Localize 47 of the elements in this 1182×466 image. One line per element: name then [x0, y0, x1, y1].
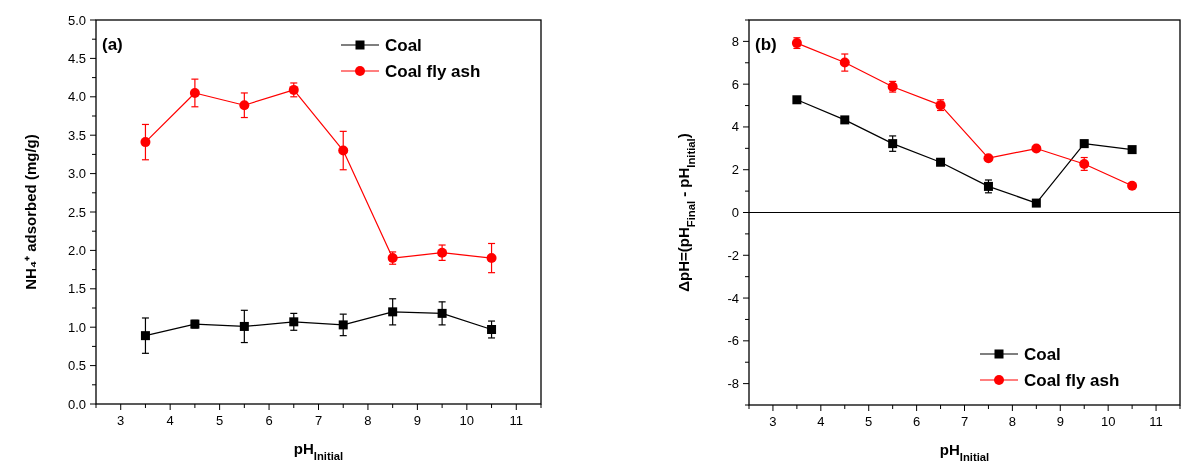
y-tick-label: 3.0 — [67, 166, 86, 182]
y-tick-label: 8 — [731, 33, 739, 49]
legend-label: Coal — [1024, 344, 1061, 364]
x-axis-title: pH$_{Initial}$ — [293, 440, 344, 462]
x-tick-label: 10 — [459, 413, 475, 428]
x-tick-label: 9 — [1056, 414, 1064, 429]
y-tick-label: 4 — [731, 119, 739, 135]
x-tick-label: 3 — [117, 413, 125, 428]
y-tick-label: 1.0 — [67, 319, 86, 335]
legend-label: Coal fly ash — [1024, 370, 1120, 390]
y-tick-label: 0.5 — [67, 358, 86, 374]
y-tick-label: 2.5 — [67, 204, 86, 220]
legend-label: Coal fly ash — [385, 61, 481, 81]
y-tick-label: 6 — [731, 76, 739, 92]
x-tick-label: 8 — [364, 413, 372, 428]
x-tick-label: 5 — [865, 414, 873, 429]
x-tick-label: 3 — [769, 414, 777, 429]
x-tick-label: 5 — [215, 413, 224, 428]
y-tick-label: -8 — [727, 376, 739, 392]
y-tick-label: 0.0 — [67, 396, 86, 412]
y-tick-label: -2 — [727, 247, 739, 263]
x-tick-label: 7 — [314, 413, 323, 428]
y-tick-label: -6 — [727, 333, 739, 349]
y-axis-title: NH₄⁺ adsorbed (mg/g) — [22, 134, 39, 290]
x-tick-label: 8 — [1008, 414, 1017, 429]
x-tick-label: 6 — [912, 414, 921, 429]
x-tick-label: 6 — [265, 413, 273, 428]
y-tick-label: 3.5 — [67, 127, 86, 143]
x-axis-title: pH$_{Initial}$ — [939, 441, 990, 463]
y-tick-label: 1.5 — [67, 281, 86, 297]
y-tick-label: 2 — [731, 162, 739, 178]
annotation: (b) — [755, 35, 777, 54]
legend-label: Coal — [385, 35, 422, 55]
x-tick-label: 10 — [1100, 414, 1116, 429]
x-tick-label: 11 — [509, 413, 524, 428]
y-tick-label: 0 — [731, 205, 739, 221]
y-tick-label: 4.5 — [67, 50, 86, 66]
x-tick-label: 9 — [413, 413, 422, 428]
y-tick-label: 5.0 — [67, 12, 86, 28]
y-tick-label: 4.0 — [67, 89, 86, 105]
x-tick-label: 7 — [960, 414, 969, 429]
y-tick-label: 2.0 — [67, 242, 86, 258]
x-tick-label: 4 — [817, 414, 825, 429]
annotation: (a) — [102, 35, 123, 54]
y-tick-label: -4 — [727, 290, 739, 306]
x-tick-label: 11 — [1149, 414, 1163, 429]
x-tick-label: 4 — [166, 413, 174, 428]
